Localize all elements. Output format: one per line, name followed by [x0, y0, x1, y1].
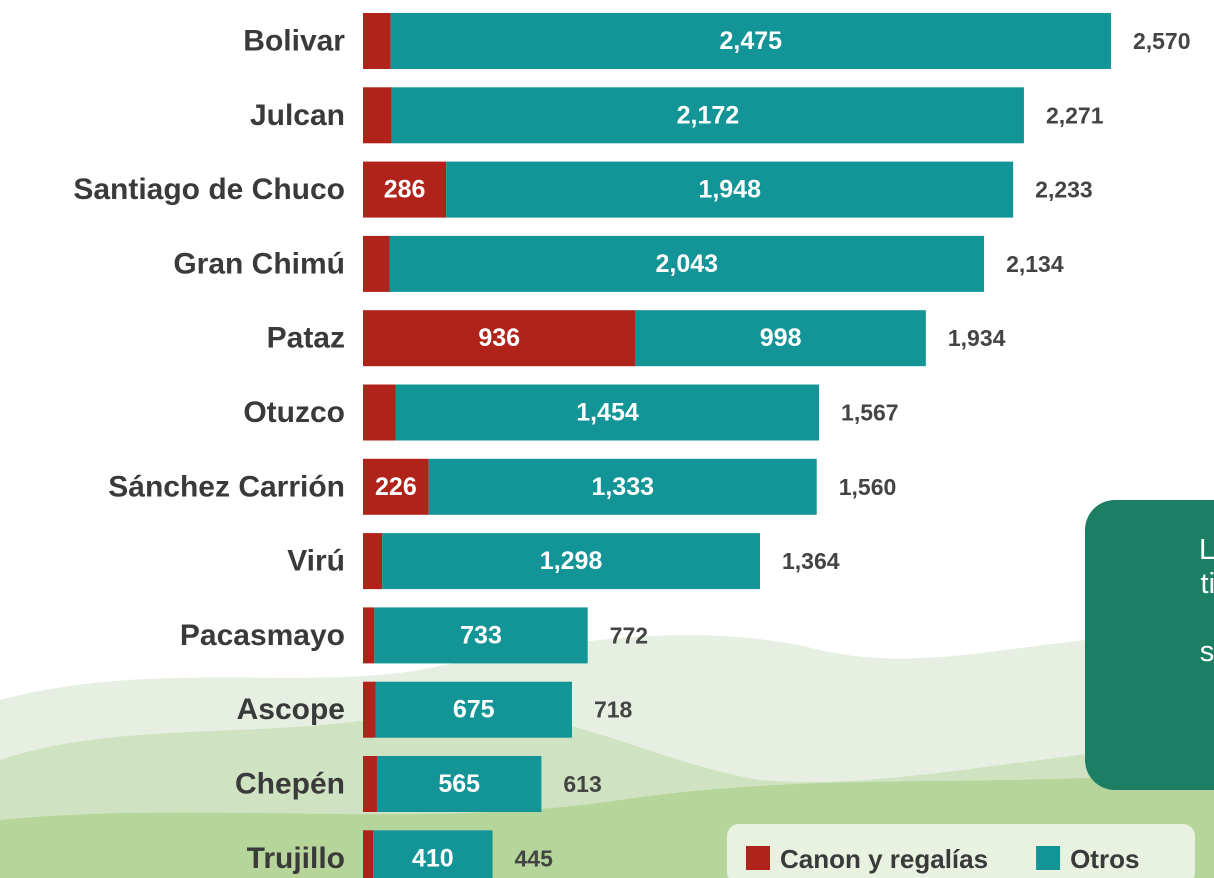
bar-segment: [363, 682, 376, 738]
bar-segment: [363, 13, 391, 69]
bar-segment: [363, 87, 392, 143]
total-label: 2,233: [1035, 177, 1093, 203]
total-label: 772: [610, 622, 648, 648]
value-label: 1,948: [698, 176, 761, 204]
annotation-box: [1085, 500, 1214, 790]
annotation-line: La ra: [1199, 534, 1214, 566]
category-label: Gran Chimú: [173, 247, 345, 280]
bar-segment: [363, 607, 374, 663]
category-label: Trujillo: [247, 842, 345, 875]
value-label: 2,475: [720, 27, 783, 55]
category-label: Ascope: [237, 693, 345, 726]
value-label: 286: [384, 176, 426, 204]
legend: Canon y regalías Otros: [746, 844, 1139, 874]
bar-segment: [363, 236, 389, 292]
category-label: Pacasmayo: [180, 619, 345, 652]
legend-swatch: [746, 846, 770, 870]
total-label: 1,560: [839, 474, 897, 500]
total-label: 2,570: [1133, 28, 1191, 54]
annotation-line: ser p: [1200, 636, 1214, 668]
legend-label: Otros: [1070, 844, 1139, 874]
legend-label: Canon y regalías: [780, 844, 988, 874]
value-label: 998: [760, 324, 802, 352]
category-label: Julcan: [250, 99, 345, 132]
total-label: 1,364: [782, 548, 840, 574]
total-label: 2,134: [1006, 251, 1064, 277]
total-label: 718: [594, 697, 633, 723]
total-label: 613: [563, 771, 601, 797]
value-label: 733: [460, 621, 502, 649]
value-label: 1,454: [576, 399, 639, 427]
legend-swatch: [1036, 846, 1060, 870]
category-label: Otuzco: [243, 396, 345, 429]
value-label: 565: [438, 770, 480, 798]
annotation-line: tiene: [1201, 568, 1214, 600]
total-label: 1,567: [841, 400, 899, 426]
category-label: Pataz: [267, 322, 345, 355]
value-label: 936: [478, 324, 520, 352]
category-label: Santiago de Chuco: [73, 173, 345, 206]
total-label: 1,934: [948, 325, 1006, 351]
bar-segment: [363, 385, 396, 441]
value-label: 410: [412, 844, 454, 872]
total-label: 445: [515, 845, 554, 871]
value-label: 226: [375, 473, 417, 501]
value-label: 2,172: [677, 101, 740, 129]
total-label: 2,271: [1046, 102, 1104, 128]
bar-segment: [363, 756, 377, 812]
bar-segment: [363, 830, 373, 878]
category-label: Virú: [287, 545, 345, 578]
bar-segment: [363, 533, 382, 589]
category-label: Chepén: [235, 768, 345, 801]
value-label: 675: [453, 696, 495, 724]
chart: La ratienedeser p Bolivar2,4752,570Julca…: [0, 0, 1214, 878]
category-label: Bolivar: [243, 25, 345, 58]
value-label: 1,333: [591, 473, 654, 501]
value-label: 2,043: [655, 250, 718, 278]
value-label: 1,298: [540, 547, 603, 575]
category-label: Sánchez Carrión: [108, 470, 345, 503]
